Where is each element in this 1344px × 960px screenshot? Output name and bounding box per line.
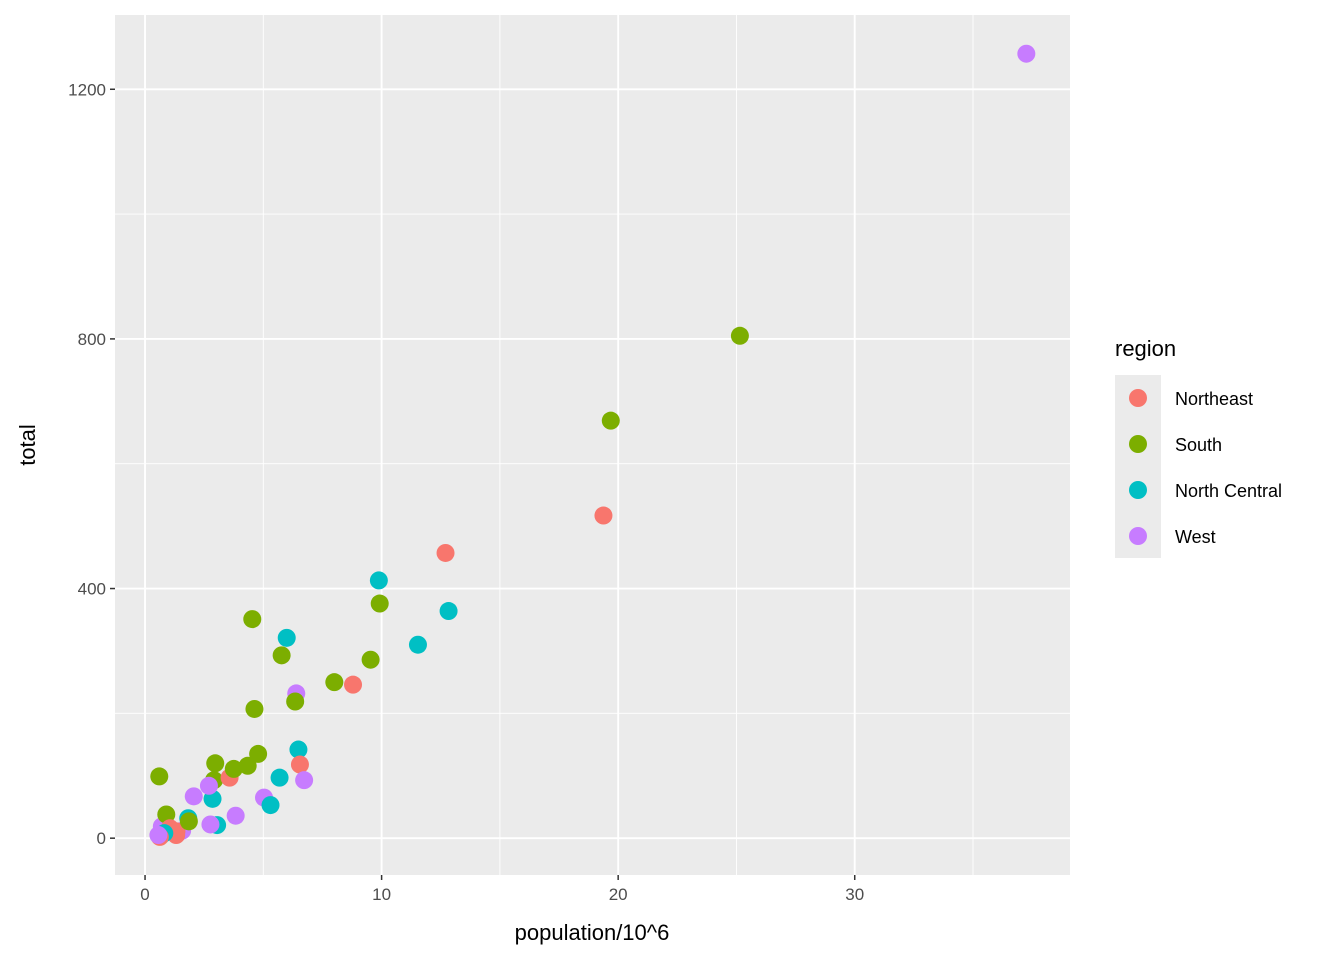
data-point-west xyxy=(295,771,314,790)
y-axis-title: total xyxy=(15,424,40,466)
x-tick-label: 10 xyxy=(372,885,391,904)
legend-title: region xyxy=(1115,336,1176,361)
data-point-west xyxy=(226,806,245,825)
x-axis-title: population/10^6 xyxy=(515,920,670,945)
data-point-northeast xyxy=(344,675,363,694)
data-point-south xyxy=(224,759,243,778)
data-point-northeast xyxy=(594,506,613,525)
y-tick-label: 800 xyxy=(78,330,106,349)
legend-label: South xyxy=(1175,435,1222,455)
data-point-south xyxy=(286,692,305,711)
plot-panel xyxy=(115,15,1070,875)
legend-label: West xyxy=(1175,527,1216,547)
data-point-south xyxy=(249,744,268,763)
legend-key-south xyxy=(1129,435,1147,453)
legend-key-northeast xyxy=(1129,389,1147,407)
data-point-south xyxy=(325,673,344,692)
legend-key-north-central xyxy=(1129,481,1147,499)
data-point-south xyxy=(179,812,198,831)
data-point-west xyxy=(201,815,220,834)
x-tick-label: 0 xyxy=(140,885,149,904)
data-point-south xyxy=(730,326,749,345)
data-point-south xyxy=(206,754,225,773)
data-point-north-central xyxy=(439,602,458,621)
data-point-south xyxy=(243,610,262,629)
data-point-north-central xyxy=(369,571,388,590)
data-point-west xyxy=(1017,44,1036,63)
legend-label: North Central xyxy=(1175,481,1282,501)
legend-label: Northeast xyxy=(1175,389,1253,409)
data-point-north-central xyxy=(261,796,280,815)
data-point-northeast xyxy=(290,755,309,774)
x-tick-label: 20 xyxy=(609,885,628,904)
data-point-northeast xyxy=(436,543,455,562)
data-point-south xyxy=(245,699,264,718)
data-point-south xyxy=(370,594,389,613)
gridlines xyxy=(115,15,1070,875)
data-point-west xyxy=(184,787,203,806)
data-points xyxy=(149,44,1036,846)
data-point-south xyxy=(361,650,380,669)
y-tick-label: 1200 xyxy=(68,80,106,99)
data-point-south xyxy=(601,411,620,430)
y-tick-label: 0 xyxy=(97,829,106,848)
data-point-south xyxy=(157,805,176,824)
y-tick-label: 400 xyxy=(78,580,106,599)
data-point-north-central xyxy=(289,740,308,759)
data-point-south xyxy=(272,646,291,665)
data-point-north-central xyxy=(270,768,289,787)
data-point-south xyxy=(150,767,169,786)
data-point-north-central xyxy=(408,635,427,654)
data-point-south xyxy=(238,756,257,775)
x-tick-label: 30 xyxy=(845,885,864,904)
data-point-west xyxy=(149,826,168,845)
data-point-west xyxy=(199,776,218,795)
data-point-north-central xyxy=(277,628,296,647)
legend-key-west xyxy=(1129,527,1147,545)
axes: 0 10 20 30 0 400 800 1200 xyxy=(68,80,864,904)
legend: region Northeast South North Central West xyxy=(1115,336,1282,558)
